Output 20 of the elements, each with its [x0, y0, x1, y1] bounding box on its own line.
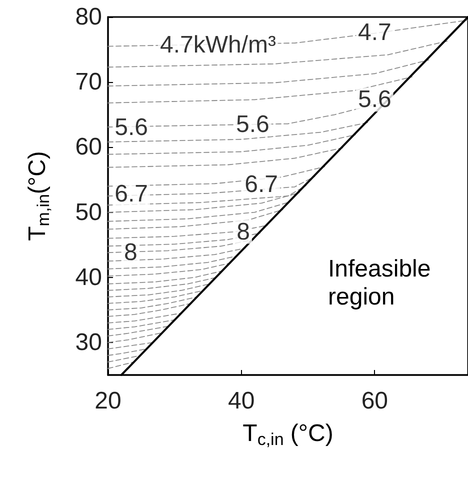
y-axis-title: Tm,in(°C) — [24, 151, 53, 241]
annotation: 6.7 — [114, 180, 148, 208]
x-tick-label: 40 — [228, 388, 255, 414]
annotation: 4.7kWh/m³ — [160, 31, 276, 58]
annotation: 6.7 — [244, 170, 278, 198]
annotation: 8 — [124, 239, 138, 266]
x-tick-label: 60 — [361, 388, 388, 414]
y-tick-label: 60 — [75, 134, 102, 161]
y-tick-label: 50 — [75, 198, 102, 226]
x-tick-label: 20 — [94, 388, 122, 414]
annotation: 8 — [236, 218, 250, 246]
annotation: 4.7 — [358, 19, 392, 46]
annotation: Infeasible region — [328, 256, 438, 310]
y-tick-label: 70 — [75, 68, 102, 96]
y-tick-label: 30 — [75, 328, 102, 356]
annotation: 5.6 — [236, 110, 270, 138]
y-tick-label: 80 — [75, 4, 102, 30]
annotation: 5.6 — [358, 86, 392, 114]
annotation: 5.6 — [114, 114, 148, 142]
y-tick-label: 40 — [75, 264, 102, 291]
